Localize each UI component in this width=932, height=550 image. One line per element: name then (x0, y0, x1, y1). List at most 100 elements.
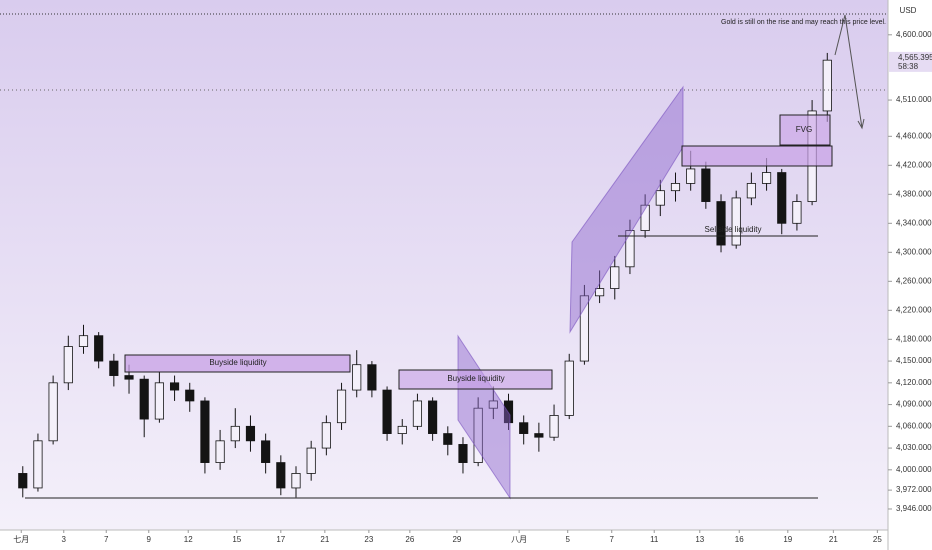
y-tick-label: 4,300.000 (896, 247, 932, 256)
currency: USD (900, 6, 917, 15)
price-tag-label: 4,565.395 (898, 53, 932, 62)
candle-body (154, 382, 164, 420)
candle-body (503, 400, 514, 424)
candle-body (124, 375, 134, 380)
candle-body (336, 389, 347, 424)
y-tick-label: 4,180.000 (896, 334, 932, 343)
candle-body (18, 473, 28, 489)
candle-body (549, 415, 559, 438)
candle-body (94, 335, 104, 362)
x-tick-label: 19 (783, 535, 792, 544)
candle-body (428, 400, 438, 434)
y-tick-label: 4,380.000 (896, 189, 932, 198)
candle-body (443, 433, 453, 445)
annotation: Buyside liquidity (209, 358, 266, 367)
x-tick-label: 7 (104, 535, 109, 544)
x-tick-label: 21 (829, 535, 838, 544)
candle-body (397, 425, 407, 434)
candle-body (595, 288, 605, 297)
candle-body (701, 168, 711, 202)
price-tag (889, 51, 932, 72)
candle-body (245, 425, 256, 442)
candle-body (48, 382, 58, 442)
candle-body (731, 197, 741, 246)
buyside-zone (398, 369, 553, 390)
candle-body (761, 172, 772, 184)
candle-body (716, 201, 726, 246)
x-tick-label: 5 (565, 535, 570, 544)
x-tick-label: 13 (695, 535, 704, 544)
annotation: Buyside liquidity (447, 374, 504, 383)
fvg-zone (779, 114, 831, 146)
y-tick-label: 4,090.000 (896, 400, 932, 409)
candle-body (367, 364, 377, 391)
candle-body (261, 440, 271, 463)
countdown: 58:38 (898, 62, 919, 71)
candle-body (200, 400, 210, 463)
candle-body (78, 335, 89, 347)
arrow-head (857, 118, 865, 130)
candle-body (352, 364, 362, 391)
x-tick-label: 9 (147, 535, 152, 544)
candle-body (185, 389, 195, 402)
y-tick-label: 4,260.000 (896, 276, 932, 285)
candle-body (215, 440, 225, 463)
candle-body (458, 444, 468, 463)
x-tick-label: 17 (276, 535, 285, 544)
annotation: FVG (796, 125, 812, 134)
y-tick-label: 4,340.000 (896, 218, 932, 227)
y-tick-label: 3,946.000 (896, 504, 932, 513)
x-tick-label: 3 (62, 535, 67, 544)
candle-body (412, 400, 423, 427)
price-axis (888, 0, 932, 550)
plot-area (0, 0, 888, 530)
candle-body (534, 433, 544, 438)
candle-body (306, 447, 316, 474)
x-tick-label: 15 (232, 535, 241, 544)
candle-body (686, 168, 696, 184)
candle-body (382, 389, 392, 434)
buyside-zone (124, 354, 351, 373)
candle-body (670, 183, 681, 192)
x-tick-label: 23 (364, 535, 373, 544)
annotation: Gold is still on the rise and may reach … (721, 19, 886, 26)
candle-body (109, 360, 119, 376)
projection-arrow (834, 14, 863, 129)
candle-body (610, 266, 620, 289)
candle-body (564, 360, 574, 416)
y-tick-label: 4,420.000 (896, 160, 932, 169)
resistance-zone (681, 145, 833, 167)
x-tick-label: 7 (610, 535, 615, 544)
y-tick-label: 3,972.000 (896, 485, 932, 494)
x-tick-label: 11 (650, 535, 659, 544)
candle-body (746, 183, 756, 199)
x-tick-label: 25 (873, 535, 882, 544)
candle-body (139, 378, 149, 420)
x-tick-label: 29 (452, 535, 461, 544)
x-tick-label: 八月 (511, 535, 527, 544)
candle-body (625, 230, 635, 268)
x-tick-label: 26 (405, 535, 414, 544)
x-tick-label: 12 (184, 535, 193, 544)
candle-body (321, 422, 331, 449)
candle-body (33, 440, 43, 489)
candle-body (488, 400, 498, 409)
y-tick-label: 4,150.000 (896, 356, 932, 365)
candle-body (822, 59, 832, 112)
candle-body (63, 346, 73, 384)
candle-body (792, 201, 802, 224)
x-tick-label: 16 (735, 535, 744, 544)
candle-body (291, 473, 301, 489)
y-tick-label: 4,220.000 (896, 305, 932, 314)
candle-body (276, 462, 286, 489)
y-tick-label: 4,510.000 (896, 95, 932, 104)
time-axis (0, 530, 888, 550)
candle-body (655, 190, 665, 206)
x-tick-label: 七月 (13, 535, 29, 544)
x-tick-label: 21 (320, 535, 329, 544)
candle-body (777, 172, 787, 224)
candle-body (579, 295, 589, 362)
candle-body (230, 425, 240, 442)
candle-body (473, 407, 483, 463)
